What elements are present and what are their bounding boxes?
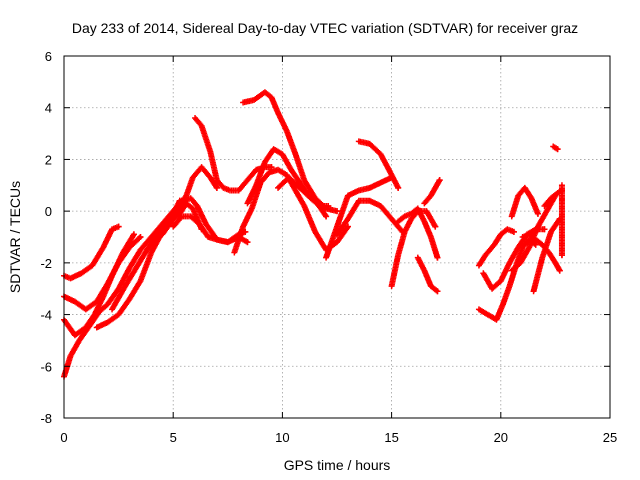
series-track-u bbox=[421, 177, 443, 207]
chart-title: Day 233 of 2014, Sidereal Day-to-day VTE… bbox=[72, 20, 578, 36]
series-track-s bbox=[395, 205, 441, 261]
data-point bbox=[344, 223, 351, 230]
series-track-ae bbox=[558, 182, 565, 259]
data-point bbox=[198, 226, 205, 233]
data-point bbox=[432, 223, 439, 230]
series-track-r bbox=[388, 208, 439, 290]
x-tick-label: 0 bbox=[60, 430, 67, 445]
series-track-p bbox=[334, 197, 406, 238]
y-tick-label: -2 bbox=[40, 256, 52, 271]
y-tick-label: 4 bbox=[45, 101, 52, 116]
data-point bbox=[213, 184, 220, 191]
plot-frame bbox=[63, 55, 611, 419]
y-tick-label: -4 bbox=[40, 308, 52, 323]
y-tick-label: -8 bbox=[40, 411, 52, 426]
series-track-f bbox=[109, 164, 220, 313]
series-track-y bbox=[508, 184, 541, 220]
data-point bbox=[323, 213, 330, 220]
data-point bbox=[556, 267, 563, 274]
data-point bbox=[510, 228, 517, 235]
series-track-o bbox=[323, 174, 395, 261]
x-tick-label: 20 bbox=[494, 430, 508, 445]
x-tick-label: 10 bbox=[275, 430, 289, 445]
series-track-q bbox=[355, 138, 402, 191]
x-tick-label: 25 bbox=[603, 430, 617, 445]
data-points bbox=[61, 89, 565, 380]
x-axis-label: GPS time / hours bbox=[284, 457, 391, 473]
data-point bbox=[130, 231, 137, 238]
data-point bbox=[395, 184, 402, 191]
y-tick-label: 0 bbox=[45, 204, 52, 219]
series-track-d bbox=[61, 231, 137, 339]
data-point bbox=[137, 234, 144, 240]
series-track-t bbox=[414, 254, 441, 295]
y-tick-label: 2 bbox=[45, 152, 52, 167]
data-point bbox=[532, 241, 539, 248]
data-point bbox=[534, 210, 541, 217]
series-track-ad bbox=[550, 143, 561, 153]
series-track-v bbox=[475, 226, 517, 269]
series-track-k bbox=[231, 166, 351, 256]
y-axis-label: SDTVAR / TECUs bbox=[7, 181, 23, 293]
data-point bbox=[554, 146, 561, 153]
data-point bbox=[115, 223, 122, 230]
data-point bbox=[244, 239, 251, 246]
series-track-j bbox=[192, 115, 275, 194]
series-track-i bbox=[170, 200, 205, 233]
x-tick-label: 15 bbox=[384, 430, 398, 445]
series-track-a bbox=[61, 223, 122, 282]
data-point bbox=[541, 226, 548, 233]
y-tick-label: -6 bbox=[40, 359, 52, 374]
series-track-z bbox=[508, 192, 559, 274]
axis-ticks: 0 5 10 15 20 25 -8 -6 -4 -2 0 2 4 6 bbox=[40, 49, 617, 445]
data-point bbox=[558, 252, 565, 259]
data-point bbox=[325, 202, 332, 209]
series-track-aa bbox=[519, 231, 563, 274]
data-point bbox=[136, 235, 143, 242]
data-point bbox=[434, 254, 441, 261]
data-point bbox=[334, 208, 340, 215]
y-tick-label: 6 bbox=[45, 49, 52, 64]
data-point bbox=[436, 177, 443, 184]
data-point bbox=[315, 201, 322, 208]
x-tick-label: 5 bbox=[170, 430, 177, 445]
series-track-x bbox=[480, 226, 548, 292]
series-track-n bbox=[275, 174, 332, 209]
data-point bbox=[434, 288, 441, 295]
